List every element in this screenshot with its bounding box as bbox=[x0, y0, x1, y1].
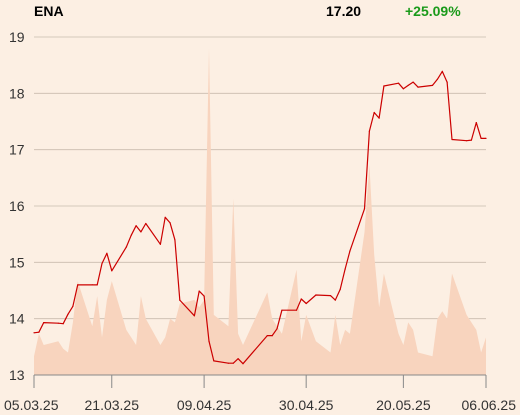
data-point bbox=[111, 270, 113, 272]
data-point bbox=[67, 313, 69, 315]
price-series bbox=[33, 70, 487, 365]
data-point bbox=[378, 117, 380, 119]
data-point bbox=[480, 137, 482, 139]
data-point bbox=[281, 309, 283, 311]
data-point bbox=[242, 363, 244, 365]
data-point bbox=[451, 138, 453, 141]
axes: 13 14 15 16 17 18 19 05.03.25 21.03.25 09.04.25 30… bbox=[4, 29, 516, 413]
data-point bbox=[227, 362, 229, 364]
data-point bbox=[213, 360, 215, 362]
data-point bbox=[57, 322, 59, 324]
data-point bbox=[130, 234, 132, 236]
x-tick-label: 20.05.25 bbox=[376, 397, 431, 413]
data-point bbox=[466, 140, 468, 142]
data-point bbox=[300, 298, 302, 300]
last-price: 17.20 bbox=[326, 3, 362, 19]
percent-change: +25.09% bbox=[405, 3, 461, 19]
volume-area-shape bbox=[34, 48, 486, 376]
data-point bbox=[315, 294, 317, 296]
data-point bbox=[470, 139, 472, 141]
data-point bbox=[475, 122, 477, 124]
data-point bbox=[417, 86, 419, 88]
data-point bbox=[436, 78, 438, 80]
data-point bbox=[412, 81, 414, 83]
data-point bbox=[159, 243, 161, 245]
data-point bbox=[276, 328, 278, 330]
data-point bbox=[431, 84, 434, 86]
data-point bbox=[363, 208, 366, 210]
data-point bbox=[198, 290, 200, 292]
x-tick-label: 09.04.25 bbox=[177, 397, 232, 413]
data-point bbox=[329, 295, 332, 297]
y-tick-label: 17 bbox=[9, 142, 25, 158]
data-point bbox=[441, 70, 443, 72]
data-point bbox=[43, 322, 45, 324]
data-point bbox=[373, 111, 375, 114]
y-tick-label: 18 bbox=[9, 85, 25, 101]
data-point bbox=[271, 335, 273, 337]
y-tick-label: 13 bbox=[9, 367, 25, 383]
data-point bbox=[368, 130, 370, 132]
data-point bbox=[349, 250, 351, 252]
data-point bbox=[397, 82, 400, 84]
data-point bbox=[62, 323, 64, 325]
data-point bbox=[232, 362, 234, 364]
data-point bbox=[145, 222, 147, 225]
data-point bbox=[193, 315, 195, 317]
data-point bbox=[402, 88, 404, 90]
data-point bbox=[106, 252, 108, 254]
data-point bbox=[101, 262, 103, 265]
data-point bbox=[33, 332, 35, 334]
data-point bbox=[237, 358, 239, 360]
data-point bbox=[140, 231, 142, 233]
x-tick-label: 30.04.25 bbox=[279, 397, 334, 413]
data-point bbox=[125, 246, 127, 248]
x-tick-label: 21.03.25 bbox=[85, 397, 140, 413]
data-point bbox=[169, 222, 171, 224]
data-point bbox=[38, 331, 40, 333]
data-point bbox=[295, 309, 298, 311]
data-point bbox=[208, 340, 210, 342]
data-point bbox=[91, 284, 93, 286]
volume-area bbox=[34, 48, 486, 376]
y-tick-label: 16 bbox=[9, 198, 25, 214]
data-point bbox=[179, 299, 181, 301]
data-point bbox=[446, 81, 448, 83]
y-tick-label: 14 bbox=[9, 311, 25, 327]
data-point bbox=[164, 216, 166, 218]
data-point bbox=[344, 268, 346, 270]
data-point bbox=[135, 225, 137, 227]
data-point bbox=[203, 295, 205, 297]
x-tick-label: 05.03.25 bbox=[4, 397, 59, 413]
data-point bbox=[174, 239, 176, 241]
data-point bbox=[485, 137, 487, 139]
data-point bbox=[72, 305, 74, 307]
ticker-symbol: ENA bbox=[34, 3, 64, 19]
y-tick-label: 19 bbox=[9, 29, 25, 45]
data-point bbox=[407, 84, 409, 86]
data-point bbox=[334, 299, 336, 301]
x-tick-label: 06.06.25 bbox=[462, 397, 517, 413]
y-tick-label: 15 bbox=[9, 254, 25, 270]
data-point bbox=[339, 288, 341, 290]
data-point bbox=[96, 284, 98, 286]
data-point bbox=[383, 85, 385, 87]
data-point bbox=[266, 335, 268, 337]
data-point bbox=[77, 284, 79, 286]
data-point bbox=[305, 302, 307, 305]
